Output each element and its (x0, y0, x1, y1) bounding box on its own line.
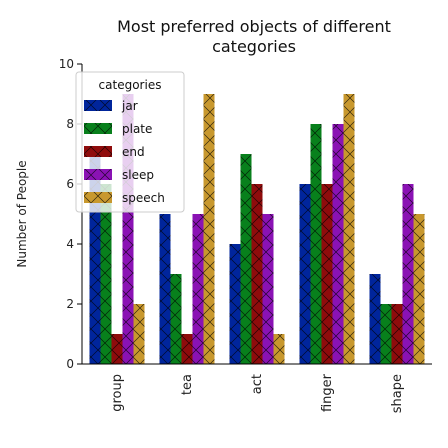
bar-hatch-plate-finger (310, 124, 322, 364)
bar-hatch-end-group (111, 334, 123, 364)
bar-hatch-jar-shape (369, 274, 381, 364)
x-tick-label-act: act (250, 374, 265, 394)
legend: categories jar plate end sleep speech (75, 71, 185, 213)
legend-swatch-hatch-plate (84, 123, 112, 134)
bar-hatch-jar-act (229, 244, 241, 364)
y-tick-label: 2 (66, 297, 74, 311)
bar-hatch-end-shape (391, 304, 403, 364)
bar-hatch-end-act (251, 184, 263, 364)
bar-hatch-speech-group (133, 304, 145, 364)
legend-label-sleep: sleep (122, 168, 154, 182)
bar-hatch-sleep-shape (402, 184, 414, 364)
bar-hatch-speech-finger (343, 94, 355, 364)
y-tick-label: 6 (66, 177, 74, 191)
bar-hatch-plate-act (240, 154, 252, 364)
legend-label-plate: plate (122, 122, 152, 136)
bar-hatch-jar-group (89, 154, 101, 364)
chart-title-line-2: categories (212, 37, 296, 56)
legend-label-end: end (122, 145, 145, 159)
bar-hatch-end-tea (181, 334, 193, 364)
bar-hatch-speech-shape (413, 214, 425, 364)
legend-title: categories (99, 78, 162, 92)
bar-hatch-sleep-tea (192, 214, 204, 364)
chart-title-line-1: Most preferred objects of different (117, 17, 391, 36)
bar-hatch-plate-shape (380, 304, 392, 364)
bar-hatch-plate-group (100, 184, 112, 364)
bar-hatch-speech-tea (203, 94, 215, 364)
legend-swatch-hatch-end (84, 146, 112, 157)
bar-hatch-end-finger (321, 184, 333, 364)
bar-hatch-speech-act (273, 334, 285, 364)
x-tick-label-group: group (110, 374, 125, 412)
x-axis-tick-labels: group tea act finger shape (110, 373, 405, 413)
bars-group (89, 94, 425, 364)
y-tick-label: 8 (66, 117, 74, 131)
bar-hatch-sleep-finger (332, 124, 344, 364)
x-tick-label-finger: finger (320, 373, 335, 412)
bar-hatch-jar-finger (299, 184, 311, 364)
legend-label-jar: jar (121, 99, 138, 113)
bar-hatch-plate-tea (170, 274, 182, 364)
x-tick-label-shape: shape (390, 374, 405, 413)
bar-hatch-sleep-act (262, 214, 274, 364)
bar-hatch-jar-tea (159, 214, 171, 364)
legend-swatch-hatch-jar (84, 100, 112, 111)
legend-swatch-hatch-speech (84, 192, 112, 203)
legend-label-speech: speech (122, 191, 165, 205)
y-tick-label: 0 (66, 357, 74, 371)
y-axis-label: Number of People (15, 160, 29, 267)
x-tick-label-tea: tea (180, 374, 195, 395)
y-tick-label: 10 (59, 57, 74, 71)
bar-hatch-sleep-group (122, 94, 134, 364)
legend-swatch-hatch-sleep (84, 169, 112, 180)
y-tick-label: 4 (66, 237, 74, 251)
y-axis-ticks: 0 2 4 6 8 10 (59, 57, 82, 371)
